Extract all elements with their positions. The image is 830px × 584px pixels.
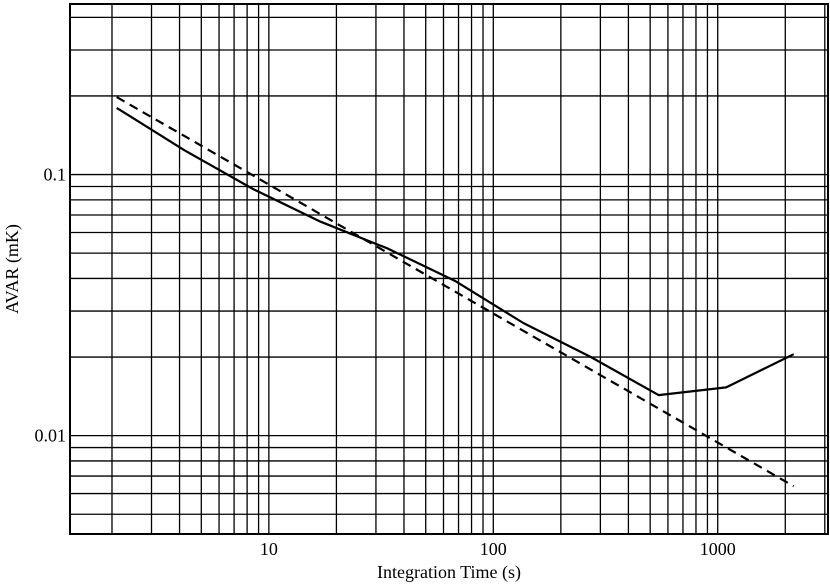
y-axis-label: AVAR (mK) <box>2 224 23 314</box>
x-axis-label: Integration Time (s) <box>377 562 521 583</box>
dashed-fit-line <box>116 96 795 488</box>
measured-avar-line <box>116 106 795 397</box>
x-tick-label: 1000 <box>700 539 736 559</box>
plot-frame <box>69 3 829 535</box>
x-tick-label: 100 <box>480 539 507 559</box>
y-tick-label: 0.1 <box>44 165 67 185</box>
tick-labels: 10 100 1000 0.01 0.1 <box>35 165 736 559</box>
y-tick-label: 0.01 <box>35 426 67 446</box>
x-tick-label: 10 <box>260 539 278 559</box>
grid-lines <box>70 4 828 534</box>
series-group <box>116 96 795 488</box>
